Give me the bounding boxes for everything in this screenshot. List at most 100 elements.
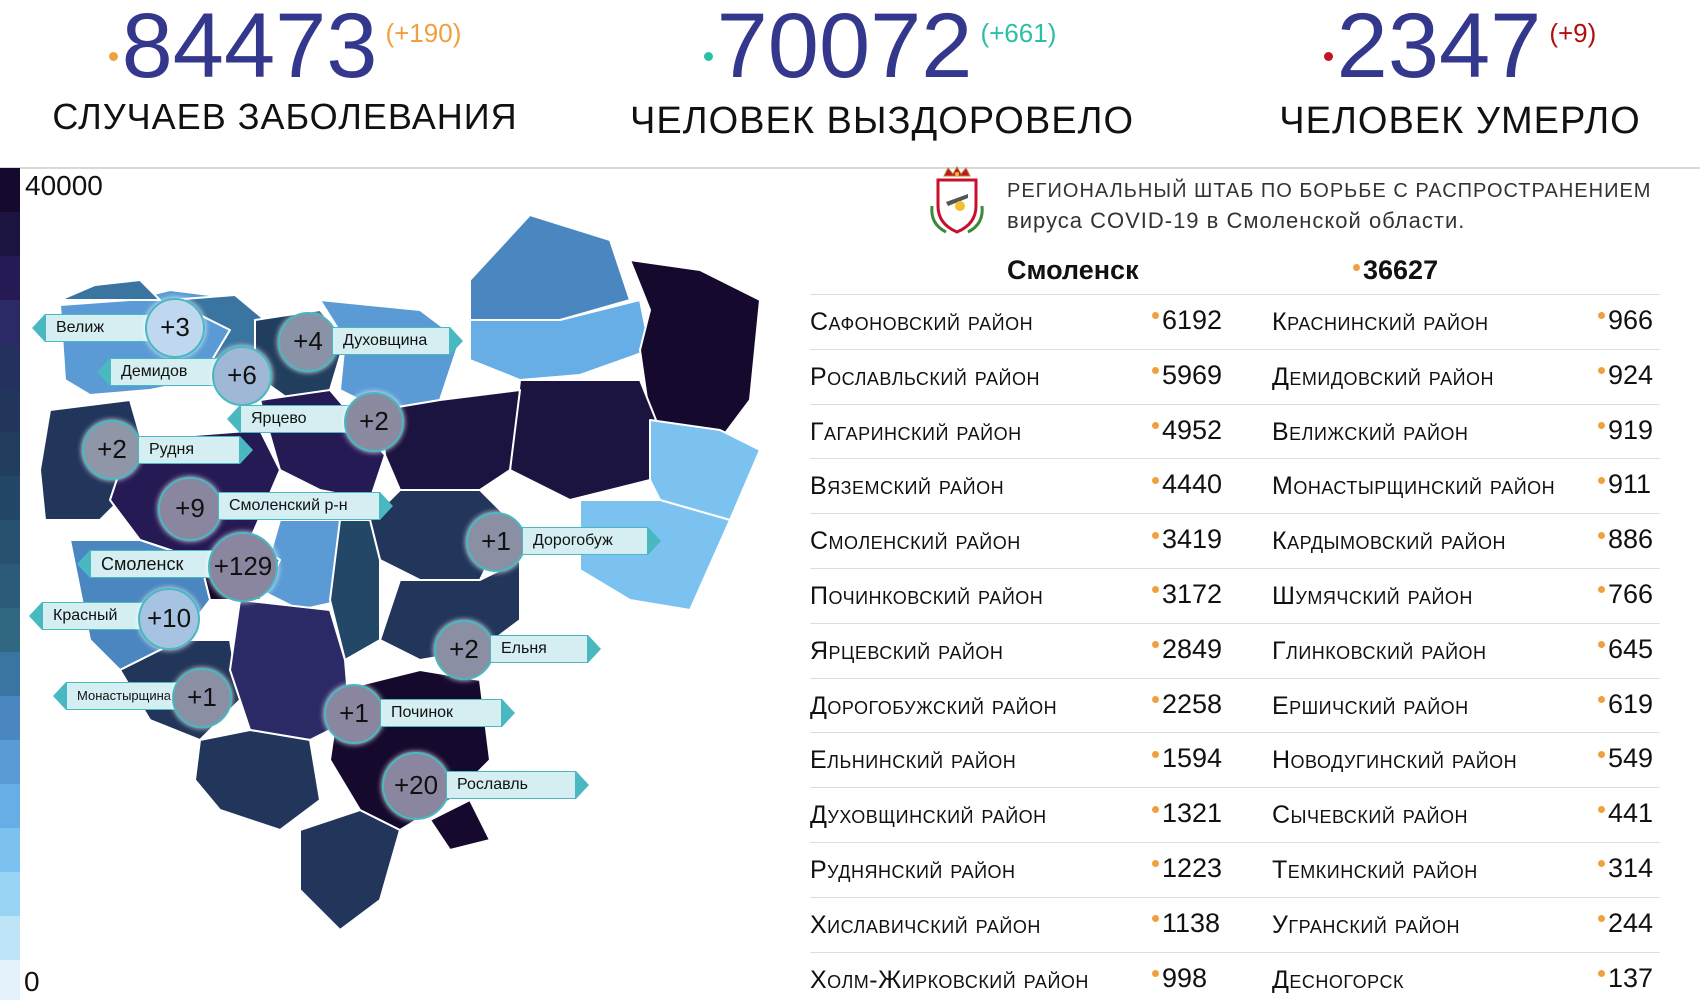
recovered-label: Человек выздоровело — [630, 100, 1135, 142]
city-dot-icon — [1353, 264, 1360, 272]
district-velizh — [59, 279, 161, 301]
marker-tag-elnya: Ельня — [490, 635, 601, 663]
value-dot-icon — [1598, 695, 1605, 703]
district-value: 441 — [1598, 798, 1653, 829]
marker-tag-pochinok: Починок — [380, 699, 515, 727]
district-name: Рославльский район — [810, 362, 1040, 391]
value-dot-icon — [1598, 860, 1605, 868]
district-value: 924 — [1598, 360, 1653, 391]
district-novodugino — [469, 299, 651, 381]
district-name: Холм-Жирковский район — [810, 965, 1089, 994]
district-name: Хиславичский район — [810, 910, 1041, 939]
district-value: 1138 — [1152, 908, 1220, 939]
district-name: Велижский район — [1272, 417, 1469, 446]
district-ugra — [579, 499, 731, 611]
value-dot-icon — [1152, 695, 1159, 703]
table-row: Сафоновский район 6192 Краснинский район 96… — [810, 294, 1660, 349]
table-row: Холм-Жирковский район 998 Десногорск 137 — [810, 951, 1660, 1007]
district-value: 919 — [1598, 415, 1653, 446]
district-name: Демидовский район — [1272, 362, 1495, 391]
value-dot-icon — [1598, 750, 1605, 758]
value-dot-icon — [1152, 641, 1159, 649]
district-name: Сычевский район — [1272, 801, 1468, 830]
district-shumyachi — [299, 809, 401, 931]
value-dot-icon — [1598, 969, 1605, 977]
district-value: 766 — [1598, 579, 1653, 610]
district-name: Вяземский район — [810, 472, 1005, 501]
district-glinka — [329, 519, 381, 661]
district-name: Шумячский район — [1272, 582, 1473, 610]
district-value: 619 — [1598, 689, 1653, 720]
district-value: 244 — [1598, 908, 1653, 939]
hq-title-line1: Региональный штаб по борьбе с распростра… — [1007, 180, 1652, 202]
district-value: 645 — [1598, 634, 1653, 665]
district-name: Смоленский район — [810, 527, 1021, 556]
table-row: Духовщинский район 1321 Сычевский район 441 — [810, 787, 1660, 842]
color-scale-legend — [0, 168, 20, 1000]
deaths-dot-icon — [1323, 52, 1333, 61]
cases-label: Случаев заболевания — [52, 96, 518, 137]
table-row: Рославльский район 5969 Демидовский район 9… — [810, 348, 1660, 404]
marker-circle-dukhovshchina: +4 — [278, 312, 338, 372]
recovered-stat: 70072 (+661) Человек выздоровело — [630, 0, 1135, 143]
marker-circle-krasny: +10 — [138, 588, 200, 650]
district-ershichi — [429, 799, 491, 851]
district-vyazma — [509, 379, 661, 501]
marker-circle-yartsevo: +2 — [344, 392, 404, 452]
value-dot-icon — [1598, 586, 1605, 594]
city-name: Смоленск — [1007, 255, 1139, 285]
marker-circle-smolensky-rn: +9 — [158, 477, 222, 541]
district-name: Дорогобужский район — [810, 691, 1058, 720]
value-dot-icon — [1152, 312, 1159, 320]
district-name: Десногорск — [1272, 965, 1404, 994]
marker-circle-roslavl: +20 — [382, 752, 450, 820]
district-value: 2849 — [1152, 634, 1222, 665]
cases-dot-icon — [108, 52, 118, 61]
district-value: 137 — [1598, 963, 1653, 994]
district-name: Починковский район — [810, 582, 1044, 610]
cases-value: 84473 — [121, 0, 378, 97]
value-dot-icon — [1598, 805, 1605, 813]
district-value: 1321 — [1152, 798, 1222, 829]
value-dot-icon — [1152, 367, 1159, 375]
district-sychevka — [469, 214, 631, 321]
table-row: Хиславичский район 1138 Угранский район 244 — [810, 896, 1660, 952]
recovered-dot-icon — [703, 52, 713, 61]
value-dot-icon — [1152, 531, 1159, 539]
value-dot-icon — [1598, 641, 1605, 649]
district-name: Угранский район — [1272, 910, 1460, 939]
value-dot-icon — [1598, 476, 1605, 484]
value-dot-icon — [1152, 586, 1159, 594]
value-dot-icon — [1152, 476, 1159, 484]
district-value: 549 — [1598, 743, 1653, 774]
district-value: 911 — [1598, 469, 1651, 500]
deaths-stat: 2347 (+9) Человек умерло — [1260, 0, 1660, 143]
value-dot-icon — [1152, 805, 1159, 813]
district-value: 998 — [1152, 963, 1207, 994]
district-value: 2258 — [1152, 689, 1222, 720]
deaths-value: 2347 — [1336, 0, 1542, 97]
table-row: Починковский район 3172 Шумячский район 766 — [810, 568, 1660, 623]
marker-circle-dorogobuzh: +1 — [466, 512, 526, 572]
district-name: Новодугинский район — [1272, 746, 1518, 775]
recovered-delta: (+661) — [980, 18, 1057, 48]
district-value: 4952 — [1152, 415, 1222, 446]
district-safonovo — [379, 389, 521, 491]
table-row: Смоленский район 3419 Кардымовский район 88… — [810, 513, 1660, 568]
district-name: Руднянский район — [810, 856, 1016, 884]
district-name: Сафоновский район — [810, 308, 1034, 336]
value-dot-icon — [1598, 421, 1605, 429]
marker-tag-rudnya: Рудня — [138, 436, 253, 464]
district-value: 3419 — [1152, 524, 1222, 555]
district-name: Гагаринский район — [810, 417, 1022, 446]
marker-circle-monastyrshchina: +1 — [172, 668, 232, 728]
marker-tag-roslavl: Рославль — [446, 771, 589, 799]
cases-delta: (+190) — [385, 18, 462, 48]
district-name: Духовщинский район — [810, 801, 1047, 830]
district-name: Ельнинский район — [810, 746, 1017, 775]
header-divider — [0, 167, 1700, 169]
hq-title: Региональный штаб по борьбе с распростра… — [1007, 176, 1651, 236]
district-value: 314 — [1598, 853, 1653, 884]
marker-circle-demidov: +6 — [212, 346, 272, 406]
marker-circle-smolensk: +129 — [208, 532, 278, 602]
